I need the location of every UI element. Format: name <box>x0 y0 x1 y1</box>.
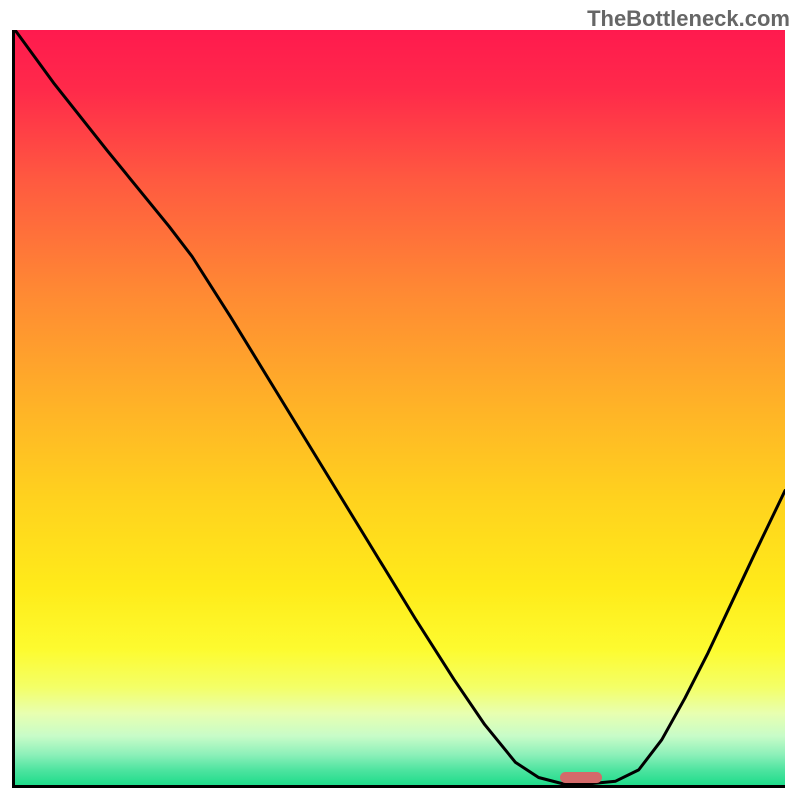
plot-area <box>15 30 785 785</box>
optimal-marker <box>560 772 602 783</box>
bottleneck-curve <box>15 30 785 785</box>
x-axis <box>12 785 785 788</box>
watermark-text: TheBottleneck.com <box>587 6 790 32</box>
bottleneck-chart: TheBottleneck.com <box>0 0 800 800</box>
y-axis <box>12 30 15 788</box>
